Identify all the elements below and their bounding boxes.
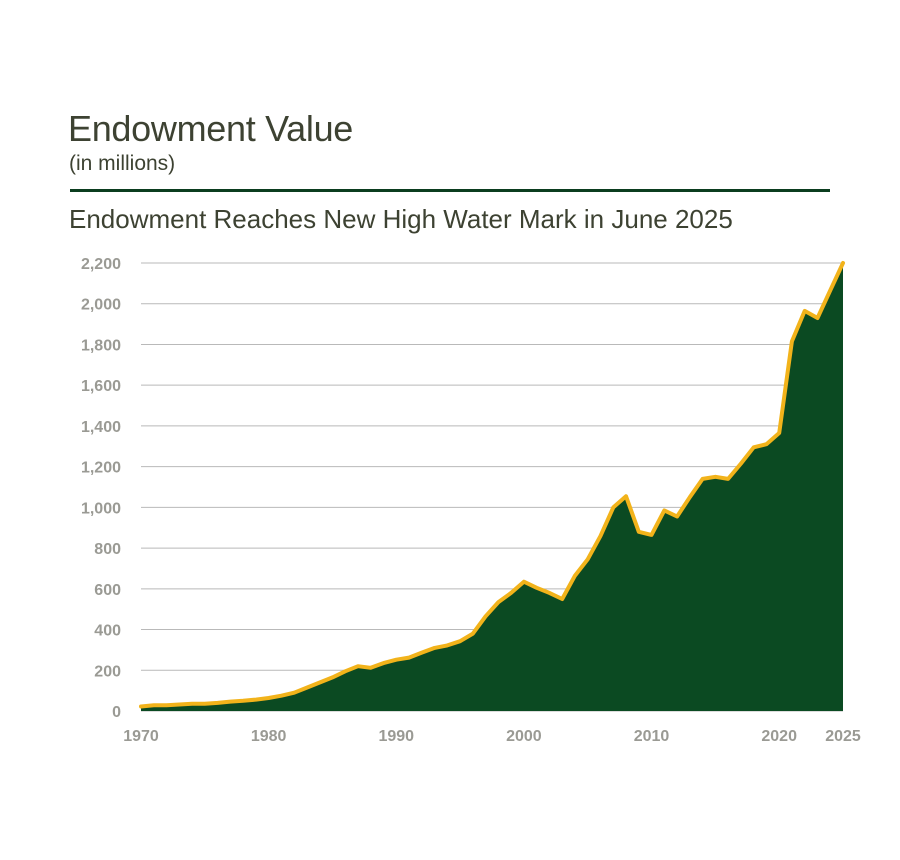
data-point [739,462,743,466]
data-point [649,533,654,537]
y-tick-label: 0 [112,704,121,721]
chart-headline: Endowment Reaches New High Water Mark in… [69,204,733,234]
data-point [586,557,590,561]
y-tick-label: 600 [94,582,121,599]
data-point [496,600,500,604]
data-point [241,699,245,703]
y-axis-tick-labels: 0 200 400 600 800 1,000 1,200 1,400 1,600 1,800 2,… [81,256,121,721]
data-point [445,643,449,648]
data-point [458,639,462,643]
data-point [267,696,271,700]
data-point [292,691,296,695]
data-point [713,475,718,479]
data-point [369,666,373,670]
data-point [356,664,360,668]
data-point [662,508,666,512]
data-point [803,309,807,313]
data-point [522,580,526,584]
y-tick-label: 2,200 [81,256,121,273]
title-divider [70,189,830,192]
data-point [177,702,181,707]
chart-title: Endowment Value [68,108,354,149]
data-point [598,534,603,538]
data-point [420,651,424,655]
y-tick-label: 800 [94,541,121,558]
data-point [343,669,347,673]
x-tick-label: 2025 [825,728,861,745]
area-fill [141,263,843,711]
data-point [216,701,220,705]
data-point [841,261,845,265]
data-point [433,646,437,650]
data-point [688,495,692,499]
data-point [152,703,156,707]
y-tick-label: 1,600 [81,378,121,395]
units-subtitle: (in millions) [69,152,176,175]
data-point [305,686,309,690]
data-point [279,694,283,698]
data-point [547,591,552,595]
data-point [611,505,615,509]
x-axis-tick-labels: 1970 1980 1990 2000 2010 2020 2025 [123,728,861,745]
data-point [828,288,832,293]
y-tick-label: 200 [94,663,121,680]
data-point [203,702,207,706]
x-tick-label: 2000 [506,728,542,745]
data-point [815,316,820,320]
x-tick-label: 2020 [761,728,797,745]
data-point [164,703,169,707]
series-line [139,261,845,709]
data-point [701,477,705,481]
x-tick-label: 2010 [634,728,670,745]
data-point [764,442,769,446]
data-point [726,477,730,481]
y-tick-label: 1,800 [81,337,121,354]
y-tick-label: 1,200 [81,460,121,477]
data-point [752,445,756,449]
x-tick-label: 1970 [123,728,159,745]
data-point [675,514,679,519]
data-point [228,700,232,704]
data-point [139,704,143,709]
y-tick-label: 1,000 [81,500,121,517]
y-tick-label: 1,400 [81,419,121,436]
data-points [139,261,845,709]
data-point [330,675,335,680]
data-point [560,597,564,601]
data-point [484,614,488,618]
x-tick-label: 1990 [378,728,414,745]
data-point [535,586,539,590]
x-tick-label: 1980 [251,728,287,745]
data-point [624,494,628,498]
data-point [381,661,386,665]
data-point [318,680,322,685]
y-tick-label: 400 [94,623,121,640]
data-point [573,574,577,578]
data-point [407,656,411,660]
data-point [254,698,258,702]
data-point [509,591,513,595]
data-point [637,530,641,534]
data-point [394,658,398,662]
data-point [471,632,475,636]
y-tick-label: 2,000 [81,297,121,314]
data-point [790,339,794,343]
data-point [190,702,194,706]
data-point [777,431,781,435]
